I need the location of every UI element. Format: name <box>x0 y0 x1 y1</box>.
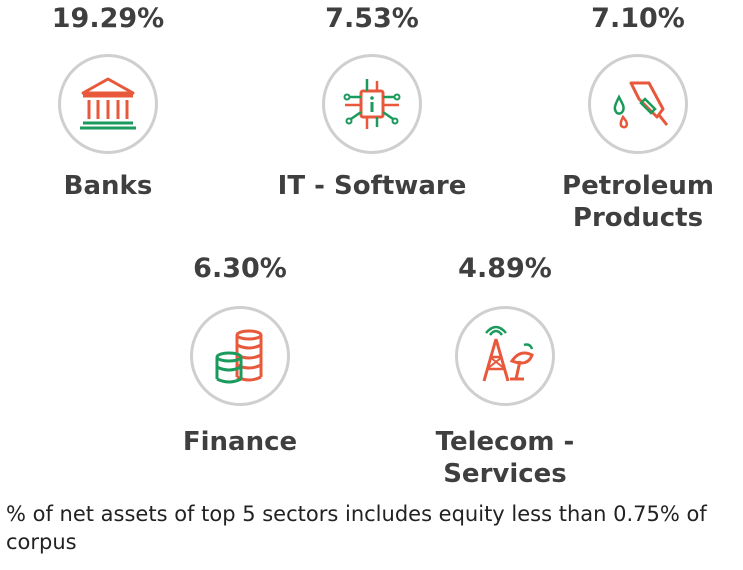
sector-telecom-services: 4.89% Telecom - Services <box>385 254 625 490</box>
sector-name: Banks <box>63 171 153 201</box>
sector-percentage: 7.53% <box>325 3 419 34</box>
footnote: % of net assets of top 5 sectors include… <box>6 502 707 554</box>
sector-name: IT - Software <box>277 171 467 201</box>
bank-icon <box>80 77 136 130</box>
fuel-nozzle-icon <box>613 81 669 129</box>
sector-name: Finance <box>182 427 298 457</box>
antenna-icon <box>482 325 534 382</box>
sector-percentage: 19.29% <box>51 3 165 34</box>
icon-circle <box>190 306 290 406</box>
chip-icon <box>343 79 401 129</box>
sector-percentage: 7.10% <box>591 3 685 34</box>
sector-banks: 19.29% Banks <box>0 4 228 202</box>
sector-petroleum-products: 7.10% Petroleum Products <box>518 4 743 234</box>
icon-circle <box>58 54 158 154</box>
sector-percentage: 4.89% <box>458 253 552 284</box>
coins-icon <box>215 329 263 384</box>
icon-circle <box>322 54 422 154</box>
sector-percentage: 6.30% <box>193 253 287 284</box>
icon-circle <box>455 306 555 406</box>
sector-name: Telecom - Services <box>435 427 575 489</box>
sector-it-software: 7.53% IT - Software <box>252 4 492 202</box>
sector-finance: 6.30% Finance <box>120 254 360 458</box>
sector-name: Petroleum Products <box>562 171 714 233</box>
icon-circle <box>588 54 688 154</box>
